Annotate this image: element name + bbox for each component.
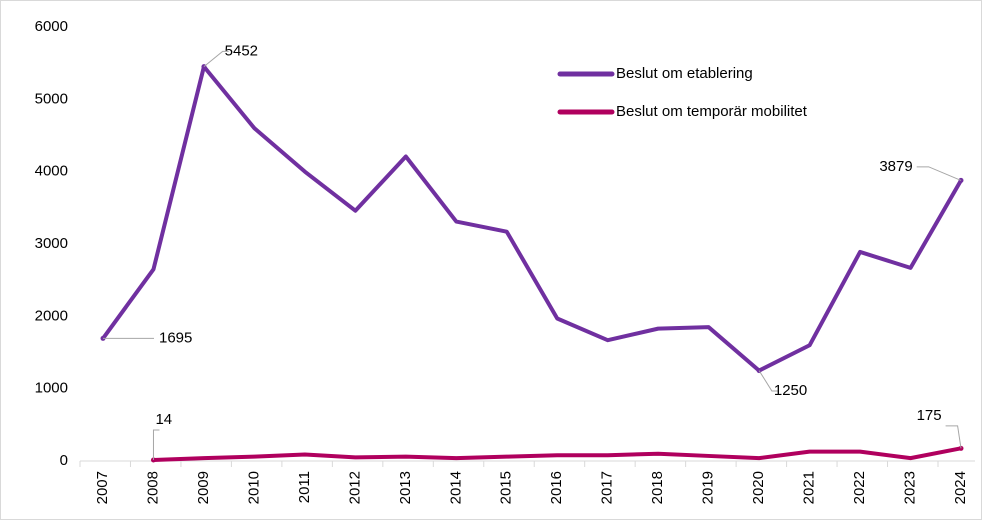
leader-line [203, 50, 229, 68]
x-tick-label: 2023 [901, 471, 918, 504]
y-tick-label: 3000 [35, 235, 68, 252]
data-label: 3879 [879, 158, 912, 175]
x-tick-label: 2022 [851, 471, 868, 504]
y-tick-label: 2000 [35, 307, 68, 324]
y-tick-label: 1000 [35, 380, 68, 397]
x-tick-label: 2011 [296, 471, 313, 503]
x-tick-label: 2007 [94, 471, 111, 504]
y-tick-label: 5000 [35, 90, 68, 107]
x-tick-label: 2021 [801, 471, 818, 504]
legend-label: Beslut om etablering [616, 65, 753, 82]
y-tick-label: 4000 [35, 163, 68, 180]
x-tick-label: 2017 [599, 471, 616, 504]
x-tick-label: 2024 [952, 471, 969, 504]
y-tick-label: 6000 [35, 18, 68, 35]
data-label: 175 [917, 407, 942, 424]
x-tick-label: 2012 [346, 471, 363, 504]
series-line [153, 446, 962, 462]
x-tick-label: 2015 [498, 471, 515, 504]
data-label: 1695 [159, 329, 192, 346]
x-tick-label: 2018 [649, 471, 666, 504]
y-tick-label: 0 [60, 452, 68, 469]
x-tick-label: 2010 [245, 471, 262, 504]
x-tick-label: 2020 [750, 471, 767, 504]
x-tick-label: 2013 [397, 471, 414, 504]
data-label: 5452 [225, 42, 258, 59]
leader-line [758, 370, 778, 392]
leader-line [152, 429, 160, 460]
x-tick-label: 2014 [447, 471, 464, 504]
data-label: 1250 [774, 382, 807, 399]
leader-line [916, 166, 962, 181]
leader-line [945, 425, 962, 449]
x-tick-label: 2019 [700, 471, 717, 504]
series-line [101, 64, 963, 373]
legend-label: Beslut om temporär mobilitet [616, 103, 808, 120]
x-tick-label: 2016 [548, 471, 565, 504]
x-tick-label: 2008 [144, 471, 161, 504]
x-tick-label: 2009 [195, 471, 212, 504]
data-label: 14 [155, 411, 172, 428]
